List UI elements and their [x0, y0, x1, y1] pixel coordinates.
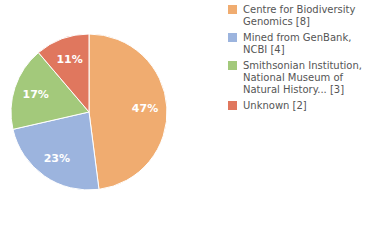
html-text:Centre for Biodiversity Genomi: Centre for Biodiversity Genomics [8] [243, 4, 356, 27]
html-text:Mined from GenBank, NCBI [4]: Mined from GenBank, NCBI [4] [243, 32, 352, 55]
svg-text:11%: 11% [56, 53, 82, 66]
svg-text:23%: 23% [44, 152, 70, 165]
svg-text:17%: 17% [23, 88, 49, 101]
html-text:Unknown [2]: Unknown [2] [243, 100, 307, 111]
svg-text:47%: 47% [132, 102, 158, 115]
html-text:Smithsonian Institution, Natio: Smithsonian Institution, National Museum… [243, 60, 362, 95]
